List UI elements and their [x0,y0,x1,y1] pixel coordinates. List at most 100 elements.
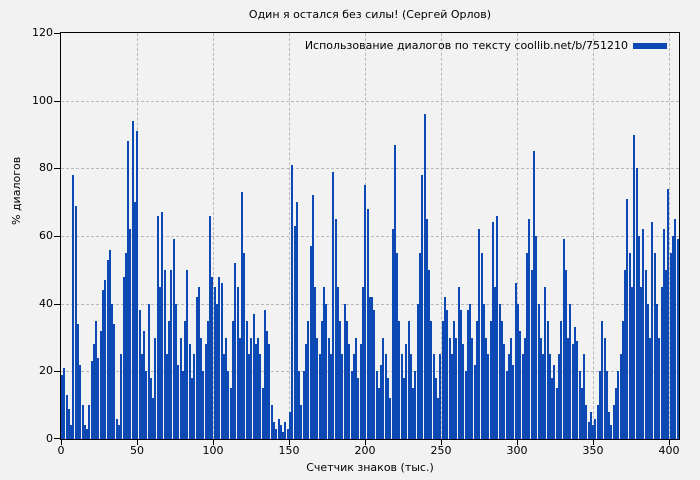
bar [314,286,317,439]
gridline-x-350 [592,33,594,439]
bar [355,337,358,439]
bar [311,195,314,439]
bar [640,286,643,439]
bar [448,337,451,439]
bar [343,303,346,439]
bar [603,337,606,439]
bar [569,303,572,439]
bar [610,425,613,439]
bar [238,337,241,439]
bar [457,286,460,439]
bar [560,320,563,439]
bar [263,310,266,439]
bar [350,371,353,439]
bar [83,425,86,439]
bar [190,378,193,439]
bar [76,323,79,439]
gridline-y-60 [61,236,679,237]
bar [432,354,435,439]
bar [617,371,620,439]
x-tick-label-50: 50 [129,444,144,457]
bar [111,303,114,439]
bar [275,428,278,439]
bar [580,388,583,439]
bar [288,411,291,439]
bar [375,371,378,439]
bar [122,276,125,439]
bar [439,354,442,439]
bar [587,422,590,439]
bar [231,320,234,439]
bar [512,364,515,439]
bar [202,371,205,439]
bar [300,405,303,439]
bar [466,310,469,439]
bar [469,303,472,439]
bar [528,219,531,439]
x-tick-label-150: 150 [278,444,300,457]
bar [174,303,177,439]
bar [651,222,654,439]
bar [92,344,95,439]
bar [414,371,417,439]
bar [172,239,175,439]
bar [268,344,271,439]
bar [628,252,631,439]
bar [209,215,212,439]
x-tick-50 [136,439,138,445]
bar [304,344,307,439]
bar [553,364,556,439]
bar [273,422,276,439]
bar [229,388,232,439]
bar [519,330,522,439]
bar [464,371,467,439]
bar [99,330,102,439]
bar [444,296,447,439]
bar [165,354,168,439]
bar [368,296,371,439]
bar [425,219,428,439]
y-tick-label-40: 40 [39,296,53,310]
bar [284,422,287,439]
bar [537,303,540,439]
x-tick-200 [364,439,366,445]
bar [63,367,66,439]
bar [482,303,485,439]
bar [471,337,474,439]
bar [608,411,611,439]
bar [138,310,141,439]
bar [644,269,647,439]
bar [494,286,497,439]
bar [558,354,560,439]
bar [562,239,565,439]
bar [396,252,399,439]
bar [250,337,253,439]
bar [646,303,649,439]
bar [473,364,476,439]
bar [523,337,526,439]
bar [113,323,116,439]
bar [662,229,665,439]
bar [535,236,538,439]
bar [446,310,449,439]
bar [373,310,376,439]
bar [626,198,629,439]
bar [195,296,198,439]
bar [578,371,581,439]
bar [478,229,481,439]
bar [487,354,490,439]
bar [177,364,180,439]
gridline-x-150 [288,33,290,439]
x-tick-label-200: 200 [354,444,376,457]
bar [316,337,319,439]
bar [601,320,604,439]
bar [405,344,408,439]
bar [359,344,362,439]
bar [65,395,68,439]
legend-swatch [633,42,667,49]
bar [261,388,264,439]
bar [291,164,294,439]
bar [530,269,533,439]
bar [149,378,152,439]
bar [589,411,592,439]
